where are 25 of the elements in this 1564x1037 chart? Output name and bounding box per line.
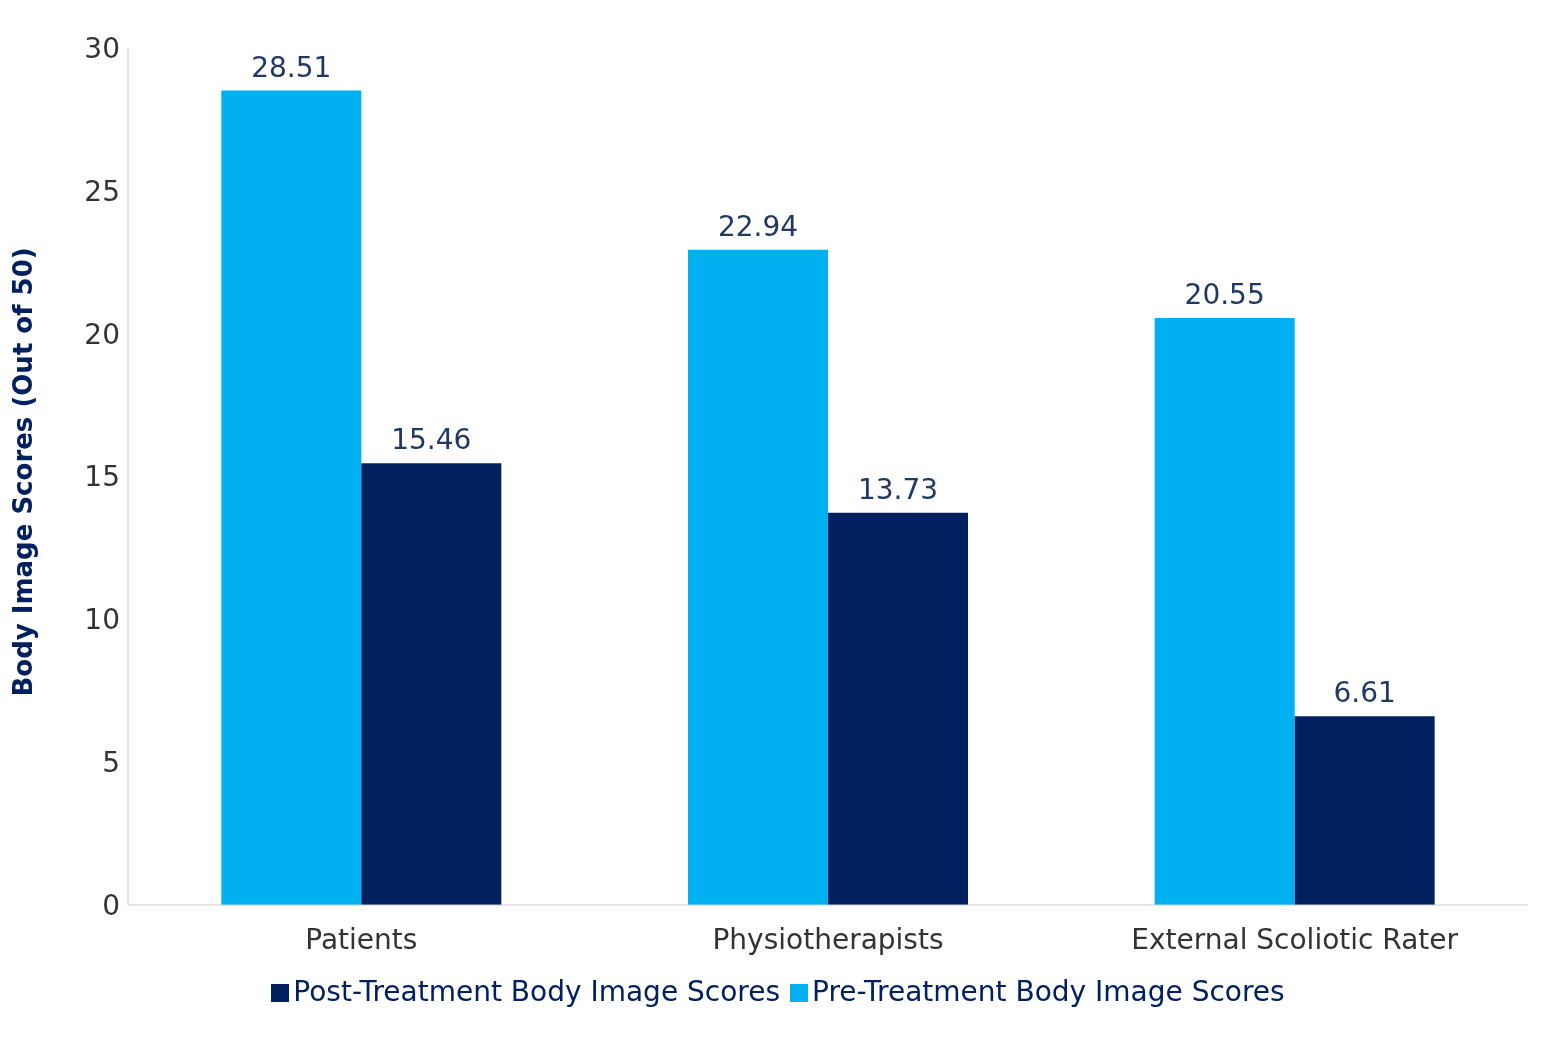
y-axis-title: Body Image Scores (Out of 50) — [8, 247, 39, 697]
y-tick-label: 25 — [84, 174, 120, 208]
y-tick-label: 5 — [102, 746, 120, 780]
bar — [688, 249, 828, 905]
y-tick-label: 10 — [84, 603, 120, 637]
x-tick-label: Physiotherapists — [712, 922, 944, 956]
x-tick-label: External Scoliotic Rater — [1131, 922, 1459, 956]
y-tick-label: 20 — [84, 317, 120, 351]
bar — [221, 90, 362, 905]
y-tick-label: 15 — [84, 460, 120, 494]
data-label: 28.51 — [251, 50, 332, 84]
bar — [361, 463, 502, 905]
data-label: 15.46 — [391, 423, 472, 457]
legend-label: Pre-Treatment Body Image Scores — [812, 975, 1285, 1008]
bar — [828, 512, 968, 905]
legend-label: Post-Treatment Body Image Scores — [293, 975, 781, 1008]
data-label: 13.73 — [857, 472, 939, 506]
y-tick-label: 0 — [102, 888, 120, 922]
bar — [1294, 716, 1435, 905]
data-label: 22.94 — [717, 209, 799, 243]
bar — [1154, 317, 1295, 905]
y-tick-label: 30 — [84, 31, 120, 65]
data-label: 20.55 — [1184, 277, 1265, 311]
x-tick-label: Patients — [305, 922, 418, 956]
data-label: 6.61 — [1333, 676, 1396, 710]
